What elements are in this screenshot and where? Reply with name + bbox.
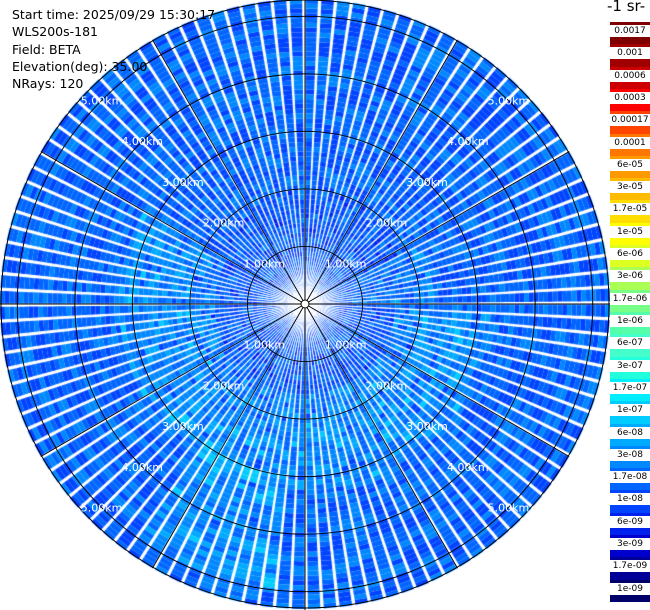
colorbar-tick-label: 1.7e-09: [610, 560, 650, 573]
range-ring-label: 4.00km: [447, 135, 489, 148]
colorbar-tick-label: 0.001: [610, 47, 650, 60]
azimuth-spoke: [40, 151, 306, 305]
range-ring-label: 5.00km: [81, 501, 123, 514]
colorbar-tick-label: 1e-09: [610, 582, 650, 595]
colorbar-tick-label: 0.00017: [610, 114, 650, 127]
colorbar-tick-label: 3e-07: [610, 359, 650, 372]
colorbar-tick-label: 1e-06: [610, 315, 650, 327]
colorbar-tick-label: 3e-06: [610, 270, 650, 283]
azimuth-spoke: [304, 39, 458, 305]
instrument-id: WLS200s-181: [12, 24, 98, 40]
colorbar-tick-label: 0.0006: [610, 69, 650, 82]
range-ring-label: 2.00km: [203, 379, 245, 392]
colorbar-tick-label: 1e-07: [610, 404, 650, 417]
range-ring-label: 4.00km: [121, 461, 163, 474]
azimuth-spoke: [40, 303, 306, 457]
azimuth-spoke: [304, 303, 570, 457]
colorbar-tick-label: 6e-06: [610, 248, 650, 261]
colorbar-tick-label: 1.7e-08: [610, 471, 650, 484]
colorbar-tick-label: 3e-05: [610, 181, 650, 194]
range-ring-label: 1.00km: [244, 339, 286, 352]
range-ring-label: 2.00km: [366, 217, 408, 230]
range-ring-label: 3.00km: [162, 176, 204, 189]
colorbar-tick-label: 1.7e-05: [610, 203, 650, 216]
ppi-overlay: 1.00km 1.00km 1.00km 1.00km 2.00km 2.00km 2.00…: [0, 0, 610, 610]
colorbar-tick-label: 3e-09: [610, 538, 650, 551]
colorbar-tick-label: 1e-05: [610, 225, 650, 238]
azimuth-spoke: [152, 39, 306, 305]
colorbar-tick-label: 1.7e-07: [610, 381, 650, 394]
elevation: Elevation(deg): 35.00: [12, 58, 148, 74]
colorbar-tick-label: 0.0001: [610, 136, 650, 149]
range-ring-label: 2.00km: [203, 217, 245, 230]
nrays: NRays: 120: [12, 76, 84, 92]
range-ring-label: 3.00km: [406, 420, 448, 433]
range-ring-label: 1.00km: [325, 257, 367, 270]
colorbar-tick-label: 0.0003: [610, 91, 650, 104]
colorbar-tick-label: 6e-09: [610, 515, 650, 528]
colorbar-tick-label: 6e-07: [610, 337, 650, 350]
colorbar: 0.0017 0.001 0.0006 0.0003 0.00017 0.0001 6e-0…: [610, 22, 650, 603]
range-ring-label: 4.00km: [121, 135, 163, 148]
colorbar-tick-label: 6e-05: [610, 158, 650, 171]
colorbar-tick-label: 1.7e-06: [610, 292, 650, 305]
range-ring-label: 5.00km: [488, 501, 530, 514]
colorbar-tick-label: 6e-08: [610, 426, 650, 439]
range-ring-label: 1.00km: [244, 257, 286, 270]
azimuth-spoke: [304, 151, 570, 305]
field-name: Field: BETA: [12, 41, 81, 57]
colorbar-tick-label: 1e-08: [610, 493, 650, 506]
azimuth-spoke: [304, 303, 458, 569]
range-ring-label: 5.00km: [488, 95, 530, 108]
start-time: Start time: 2025/09/29 15:30:17: [12, 7, 216, 22]
range-ring-label: 1.00km: [325, 339, 367, 352]
range-ring-label: 4.00km: [447, 461, 489, 474]
scan-info: Start time: 2025/09/29 15:30:17 WLS200s-…: [12, 6, 215, 92]
azimuth-spoke: [152, 303, 306, 569]
colorbar-tick-label: 3e-08: [610, 448, 650, 461]
range-ring-label: 3.00km: [406, 176, 448, 189]
range-ring-label: 2.00km: [366, 379, 408, 392]
colorbar-tick-label: 0.0017: [610, 25, 650, 37]
radar-center: [300, 299, 310, 309]
ppi-plot: 1.00km 1.00km 1.00km 1.00km 2.00km 2.00km 2.00…: [0, 0, 610, 610]
range-ring-label: 3.00km: [162, 420, 204, 433]
colorbar-title: -1 sr-: [607, 0, 646, 15]
range-ring-label: 5.00km: [81, 95, 123, 108]
